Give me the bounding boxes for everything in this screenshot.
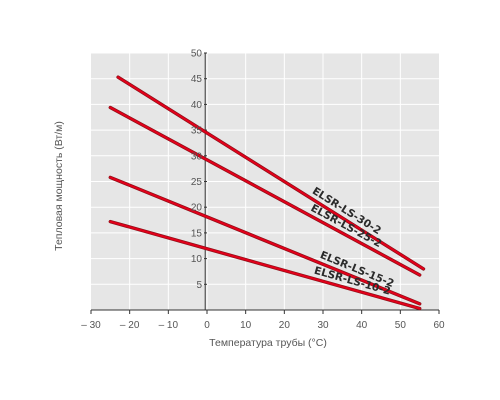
x-tick-label: – 20 [120, 320, 140, 331]
x-tick-label: 60 [433, 320, 445, 331]
y-tick-label: 35 [191, 126, 203, 137]
x-tick-label: 30 [317, 320, 329, 331]
x-tick-label: 20 [279, 320, 291, 331]
y-tick-label: 20 [191, 203, 203, 214]
series-line-elsr-ls-25-2 [109, 106, 421, 276]
x-tick-label: 50 [395, 320, 407, 331]
y-tick-label: 50 [191, 49, 203, 60]
y-tick-label: 10 [191, 254, 203, 265]
y-tick-label: 30 [191, 151, 203, 162]
axes [90, 52, 440, 314]
x-axis-title: Температура трубы (°C) [209, 337, 327, 349]
series [108, 75, 426, 311]
tick-labels: – 30 – 20 – 10 0 10 20 30 40 50 60 5 10 15 20 25 30 35 40… [81, 49, 445, 332]
y-tick-label: 45 [191, 74, 203, 85]
x-tick-label: 10 [240, 320, 252, 331]
series-line-elsr-ls-30-2 [117, 76, 425, 270]
x-tick-label: – 30 [81, 320, 101, 331]
series-line-elsr-ls-10-2 [109, 220, 421, 310]
y-tick-label: 5 [196, 280, 202, 291]
x-tick-label: 40 [356, 320, 368, 331]
series-line-elsr-ls-15-2 [109, 176, 421, 305]
y-tick-label: 15 [191, 228, 203, 239]
y-tick-label: 25 [191, 177, 203, 188]
y-axis-title: Тепловая мощность (Вт/м) [53, 121, 65, 251]
x-tick-label: 0 [204, 320, 210, 331]
x-tick-label: – 10 [159, 320, 179, 331]
y-tick-label: 40 [191, 100, 203, 111]
